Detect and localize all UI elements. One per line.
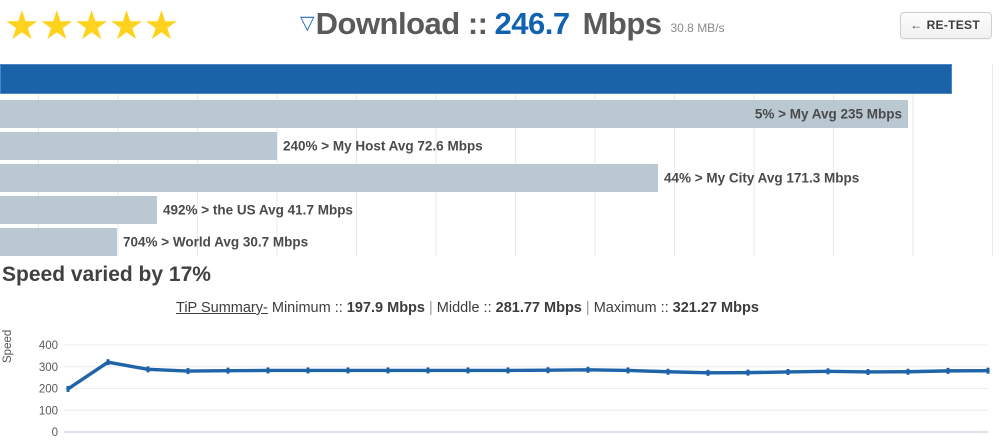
speed-variation-headline: Speed varied by 17%	[2, 263, 211, 286]
chart-data-point	[706, 369, 710, 376]
chart-data-point	[66, 385, 70, 392]
tip-summary-label: TiP Summary-	[176, 300, 268, 316]
comparison-bar	[0, 164, 658, 192]
download-arrow-icon: ▽	[300, 13, 315, 34]
star-rating: ★★★★★	[4, 4, 179, 48]
comparison-bar-label: 704% > World Avg 30.7 Mbps	[123, 234, 309, 250]
metric-unit: Mbps	[582, 6, 662, 41]
comparison-bar-label: 240% > My Host Avg 72.6 Mbps	[283, 138, 483, 154]
chart-y-tick-label: 300	[39, 362, 58, 374]
chart-data-point	[506, 367, 510, 374]
tip-min-label: Minimum ::	[267, 300, 347, 316]
chart-data-point	[906, 368, 910, 375]
tip-max-label: Maximum ::	[593, 300, 673, 316]
tip-mid-value: 281.77 Mbps	[495, 300, 582, 316]
comparison-bar	[0, 100, 908, 128]
chart-y-tick-label: 200	[39, 384, 58, 396]
metric-value: 246.7	[494, 6, 570, 41]
chart-data-point	[666, 368, 670, 375]
chart-y-tick-label: 400	[39, 340, 58, 352]
my-speed-bar	[0, 64, 952, 94]
download-headline: ▽ Download :: 246.7 Mbps 30.8 MB/s	[300, 6, 725, 46]
back-arrow-icon: ←	[910, 18, 923, 32]
chart-series-line	[66, 360, 990, 391]
chart-data-point	[306, 367, 310, 374]
chart-data-point	[786, 368, 790, 375]
chart-data-point	[186, 368, 190, 375]
re-test-button[interactable]: ← RE-TEST	[900, 12, 992, 39]
chart-data-point	[226, 367, 230, 374]
comparison-bar-label: 44% > My City Avg 171.3 Mbps	[664, 170, 860, 186]
chart-y-tick-label: 100	[39, 405, 58, 417]
chart-data-point	[146, 366, 150, 373]
tip-max-value: 321.27 Mbps	[672, 300, 759, 316]
comparison-bar-row: 240% > My Host Avg 72.6 Mbps	[0, 132, 1000, 160]
comparison-bar-label: 5% > My Avg 235 Mbps	[754, 106, 902, 122]
chart-data-point	[826, 368, 830, 375]
chart-data-point	[946, 367, 950, 374]
comparison-bar-row: 44% > My City Avg 171.3 Mbps	[0, 164, 1000, 192]
metric-subvalue: 30.8 MB/s	[670, 21, 725, 35]
tip-separator-1: |	[424, 300, 437, 316]
comparison-bar	[0, 132, 277, 160]
chart-data-point	[546, 367, 550, 374]
tip-summary: TiP Summary- Minimum :: 197.9 Mbps | Mid…	[176, 300, 759, 316]
comparison-bar	[0, 196, 157, 224]
chart-data-point	[746, 369, 750, 376]
tip-min-value: 197.9 Mbps	[346, 300, 425, 316]
comparison-bars: 5% > My Avg 235 Mbps 240% > My Host Avg 7…	[0, 64, 1000, 256]
chart-y-tick-label: 0	[52, 427, 58, 439]
chart-data-point	[386, 367, 390, 374]
chart-data-point	[466, 367, 470, 374]
chart-plot-area: 400 300 200 100 0	[39, 340, 990, 439]
tip-mid-label: Middle ::	[436, 300, 496, 316]
chart-data-point	[866, 368, 870, 375]
chart-data-point	[986, 367, 990, 374]
comparison-bar-row: 5% > My Avg 235 Mbps	[0, 100, 1000, 128]
comparison-bar-label: 492% > the US Avg 41.7 Mbps	[163, 202, 353, 218]
chart-data-point	[426, 367, 430, 374]
comparison-bar	[0, 228, 117, 256]
comparison-bar-row: 704% > World Avg 30.7 Mbps	[0, 228, 1000, 256]
metric-label: Download ::	[315, 6, 488, 41]
result-header: ★★★★★ ▽ Download :: 246.7 Mbps 30.8 MB/s…	[0, 0, 1000, 57]
chart-data-point	[346, 367, 350, 374]
re-test-label: RE-TEST	[926, 18, 980, 32]
chart-data-point	[106, 359, 110, 366]
chart-data-point	[626, 367, 630, 374]
chart-data-point	[586, 366, 590, 373]
comparison-bar-row: 492% > the US Avg 41.7 Mbps	[0, 196, 1000, 224]
chart-data-point	[266, 367, 270, 374]
comparison-bar-row	[0, 64, 1000, 94]
tip-separator-2: |	[581, 300, 594, 316]
